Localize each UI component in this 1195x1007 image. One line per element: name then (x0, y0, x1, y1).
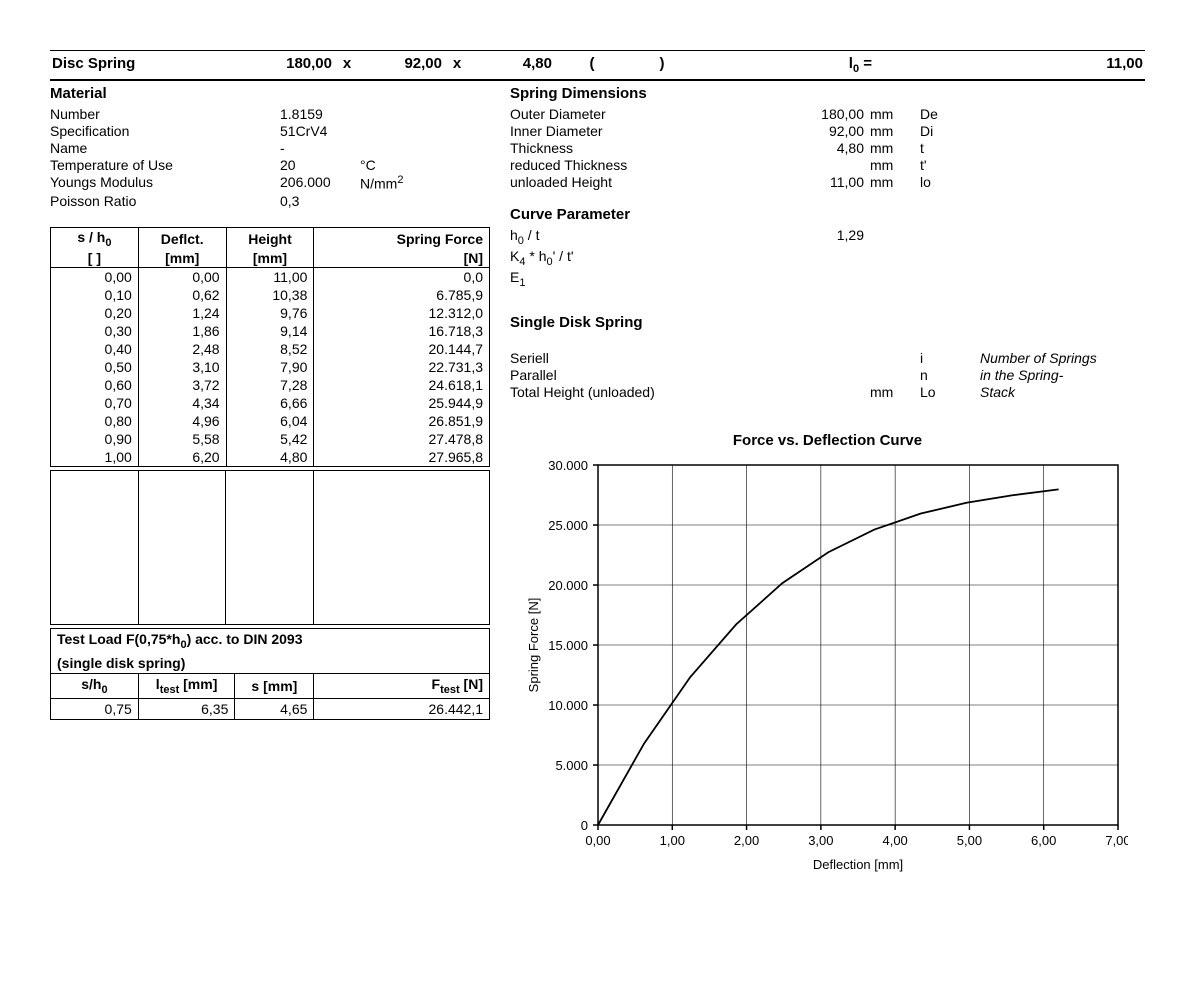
th-sh0: s / h0 (51, 227, 139, 249)
mat-name: Name- (50, 140, 490, 156)
dimension-row: Outer Diameter180,00mmDe (510, 106, 1145, 122)
mat-spec: Specification51CrV4 (50, 123, 490, 139)
single-spring-row: Total Height (unloaded)mmLoStack (510, 384, 1145, 400)
force-deflection-chart: 0,00 1,00 2,00 3,00 4,00 5,00 6,00 7,00 0 5.000 10… (510, 455, 1128, 875)
table-row: 0,603,727,2824.618,1 (51, 376, 490, 394)
svg-text:Deflection [mm]: Deflection [mm] (813, 857, 903, 872)
header: Disc Spring 180,00 x 92,00 x 4,80 ( ) l0… (50, 50, 1145, 80)
test-table: Test Load F(0,75*h0) acc. to DIN 2093 (s… (50, 628, 490, 720)
sep-x1: x (332, 55, 362, 72)
mat-ym: Youngs Modulus206.000N/mm2 (50, 174, 490, 192)
curve-param-row: K4 * h0' / t' (510, 248, 1145, 268)
mat-temp: Temperature of Use20°C (50, 157, 490, 173)
svg-text:Spring Force [N]: Spring Force [N] (526, 598, 541, 693)
table-row: 0,201,249,7612.312,0 (51, 304, 490, 322)
table-row: 1,006,204,8027.965,8 (51, 448, 490, 467)
divider (50, 80, 1145, 81)
svg-text:0,00: 0,00 (585, 833, 610, 848)
table-row: 0,301,869,1416.718,3 (51, 322, 490, 340)
svg-text:7,00: 7,00 (1105, 833, 1128, 848)
svg-text:5.000: 5.000 (555, 758, 588, 773)
curve-param-title: Curve Parameter (510, 206, 1145, 223)
svg-text:25.000: 25.000 (548, 518, 588, 533)
chart-title: Force vs. Deflection Curve (510, 432, 1145, 449)
svg-text:10.000: 10.000 (548, 698, 588, 713)
sep-x2: x (442, 55, 472, 72)
l0-label: l0 = (692, 55, 872, 75)
paren-l: ( (552, 55, 632, 72)
table-row: 0,905,585,4227.478,8 (51, 430, 490, 448)
test-title: Test Load F(0,75*h0) acc. to DIN 2093 (51, 629, 490, 653)
svg-text:2,00: 2,00 (734, 833, 759, 848)
dimension-row: Thickness4,80mmt (510, 140, 1145, 156)
dim-t: 4,80 (472, 55, 552, 72)
single-spring-row: SerielliNumber of Springs (510, 350, 1145, 366)
svg-text:20.000: 20.000 (548, 578, 588, 593)
table-row: 0,804,966,0426.851,9 (51, 412, 490, 430)
th-deflct: Deflct. (138, 227, 226, 249)
chart-area: Force vs. Deflection Curve 0,00 1,00 2,00 3… (510, 408, 1145, 878)
svg-text:15.000: 15.000 (548, 638, 588, 653)
table-row: 0,503,107,9022.731,3 (51, 358, 490, 376)
svg-text:1,00: 1,00 (660, 833, 685, 848)
svg-text:4,00: 4,00 (882, 833, 907, 848)
mat-number: Number1.8159 (50, 106, 490, 122)
table-row: 0,402,488,5220.144,7 (51, 340, 490, 358)
svg-text:0: 0 (581, 818, 588, 833)
single-spring-title: Single Disk Spring (510, 314, 1145, 331)
paren-r: ) (632, 55, 692, 72)
th-force: Spring Force (314, 227, 490, 249)
test-subtitle: (single disk spring) (51, 653, 490, 674)
table-row: 0,000,0011,000,0 (51, 268, 490, 287)
dimensions-title: Spring Dimensions (510, 85, 1145, 102)
empty-table (50, 470, 490, 625)
single-spring-row: Parallelnin the Spring- (510, 367, 1145, 383)
svg-text:3,00: 3,00 (808, 833, 833, 848)
dim-di: 92,00 (362, 55, 442, 72)
right-col: Spring Dimensions Outer Diameter180,00mm… (510, 83, 1145, 878)
material-title: Material (50, 85, 490, 102)
dimension-row: reduced Thicknessmmt' (510, 157, 1145, 173)
header-title: Disc Spring (52, 55, 252, 72)
curve-param-row: E1 (510, 269, 1145, 289)
svg-text:6,00: 6,00 (1031, 833, 1056, 848)
dimension-row: unloaded Height11,00mmlo (510, 174, 1145, 190)
dimension-row: Inner Diameter92,00mmDi (510, 123, 1145, 139)
table-row: 0,100,6210,386.785,9 (51, 286, 490, 304)
table-row: 0,704,346,6625.944,9 (51, 394, 490, 412)
dim-de: 180,00 (252, 55, 332, 72)
curve-param-row: h0 / t1,29 (510, 227, 1145, 247)
th-height: Height (226, 227, 314, 249)
left-col: Material Number1.8159 Specification51CrV… (50, 83, 490, 878)
spring-table: s / h0 Deflct. Height Spring Force [ ] [… (50, 227, 490, 468)
svg-text:5,00: 5,00 (957, 833, 982, 848)
svg-text:30.000: 30.000 (548, 458, 588, 473)
mat-pr: Poisson Ratio0,3 (50, 193, 490, 209)
l0-val: 11,00 (872, 55, 1143, 72)
